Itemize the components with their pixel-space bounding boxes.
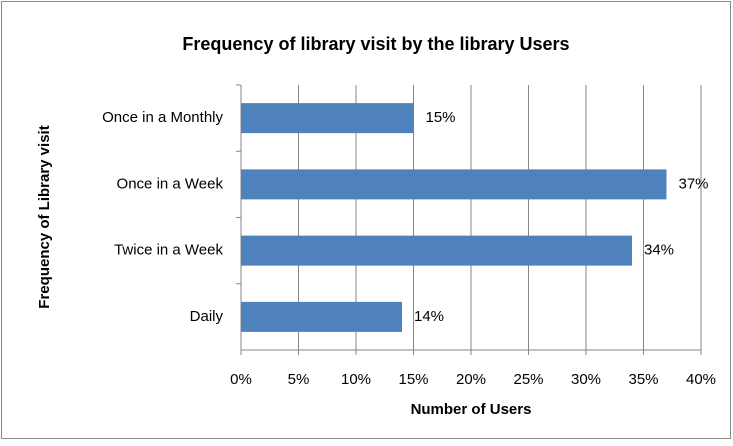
x-tick-label: 20% <box>456 371 486 388</box>
x-axis-title: Number of Users <box>411 401 532 418</box>
y-tick-label: Once in a Monthly <box>102 109 223 126</box>
chart-title: Frequency of library visit by the librar… <box>182 34 569 54</box>
bar <box>241 103 414 134</box>
bar <box>241 169 667 200</box>
data-label: 37% <box>679 175 709 192</box>
x-tick-label: 0% <box>230 371 252 388</box>
x-tick-label: 10% <box>341 371 371 388</box>
y-tick-label: Daily <box>190 308 224 325</box>
bar <box>241 301 402 332</box>
data-label: 15% <box>426 109 456 126</box>
y-axis-title: Frequency of Library visit <box>36 125 53 308</box>
x-tick-label: 5% <box>288 371 310 388</box>
chart-border <box>1 1 731 439</box>
bar <box>241 235 632 266</box>
data-label: 14% <box>414 308 444 325</box>
y-tick-label: Once in a Week <box>117 175 224 192</box>
x-tick-label: 25% <box>513 371 543 388</box>
y-tick-label: Twice in a Week <box>114 242 223 259</box>
x-tick-label: 35% <box>628 371 658 388</box>
x-tick-label: 30% <box>571 371 601 388</box>
x-tick-label: 15% <box>398 371 428 388</box>
x-tick-label: 40% <box>686 371 716 388</box>
data-label: 34% <box>644 242 674 259</box>
